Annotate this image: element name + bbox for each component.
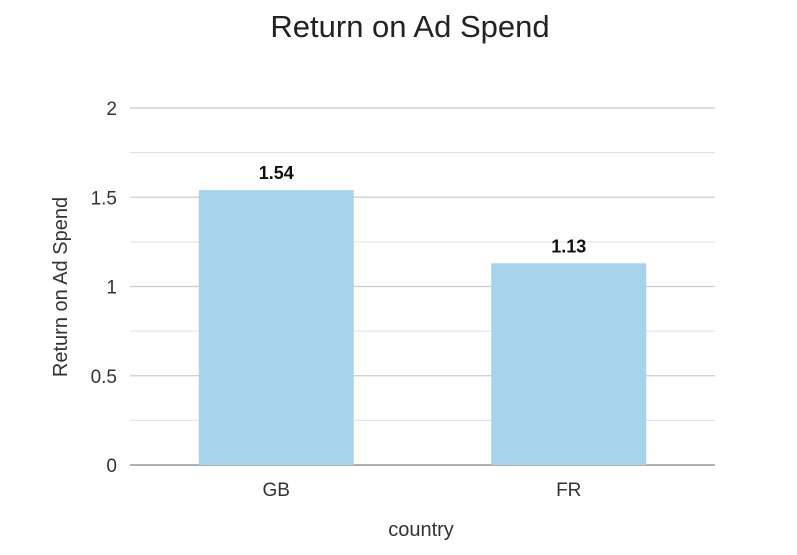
x-tick-label: GB — [263, 480, 290, 501]
y-axis-label: Return on Ad Spend — [50, 197, 72, 377]
y-tick-label: 1.5 — [91, 188, 117, 209]
bar-fr — [491, 263, 647, 465]
y-tick-label: 1 — [106, 278, 117, 299]
bars: 1.54 1.13 — [198, 163, 647, 466]
y-tick-labels: 0 0.5 1 1.5 2 — [91, 99, 117, 477]
x-axis-label: country — [388, 519, 454, 541]
y-tick-label: 0.5 — [91, 367, 117, 388]
bar-gb — [198, 190, 354, 466]
y-tick-label: 2 — [106, 99, 117, 120]
data-label: 1.54 — [259, 163, 294, 183]
x-tick-label: FR — [556, 480, 581, 501]
data-label: 1.13 — [551, 236, 586, 256]
y-tick-label: 0 — [106, 456, 117, 477]
x-tick-labels: GB FR — [263, 480, 582, 501]
chart-title: Return on Ad Spend — [270, 9, 549, 44]
